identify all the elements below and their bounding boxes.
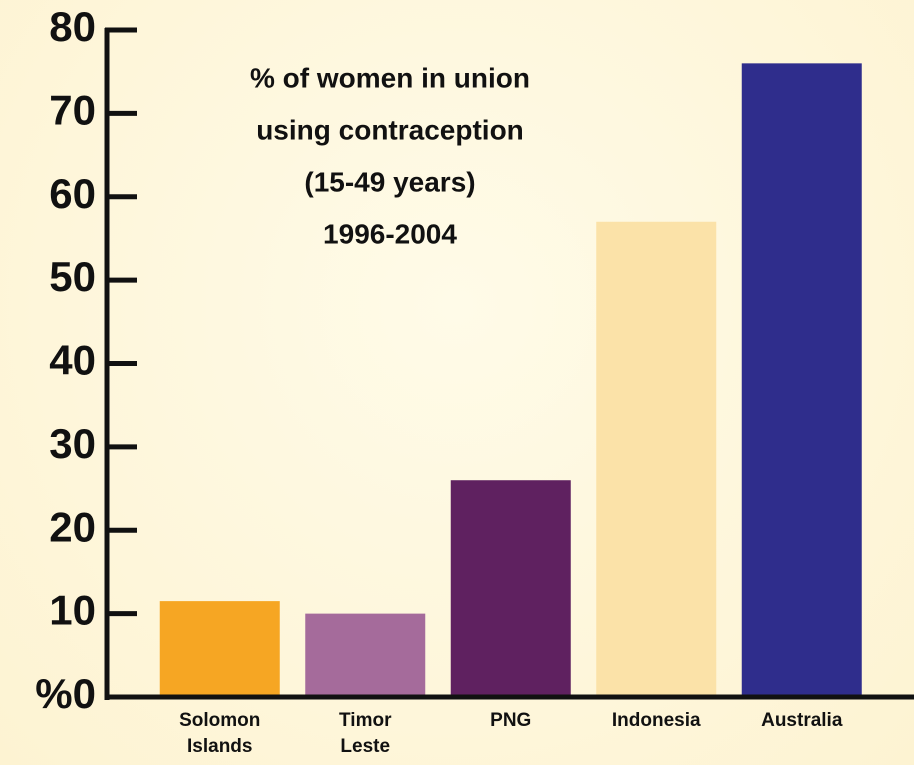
y-tick-label: 40 [49,337,96,384]
x-tick-label: Timor Leste [339,710,392,757]
y-tick-label: 70 [49,86,96,133]
chart-title: % of women in union [250,62,530,93]
y-tick-label: 20 [49,503,96,550]
y-tick-label: 80 [49,3,96,50]
x-tick-label: Solomon Islands [179,710,261,757]
y-tick-label: %0 [35,670,96,717]
y-tick-label: 30 [49,420,96,467]
x-tick-label: PNG [490,710,532,731]
y-tick-label: 60 [49,170,96,217]
chart-title: 1996-2004 [323,218,457,249]
bar [450,480,571,697]
y-tick-label: 10 [49,587,96,634]
y-tick-label: 50 [49,253,96,300]
bar [741,63,862,698]
bar [159,601,280,697]
x-tick-label: Indonesia [611,710,701,731]
bar [596,221,717,697]
chart-title: using contraception [256,114,524,145]
x-tick-label: Australia [761,710,843,731]
chart-title: (15-49 years) [304,166,475,197]
bar [305,613,426,697]
